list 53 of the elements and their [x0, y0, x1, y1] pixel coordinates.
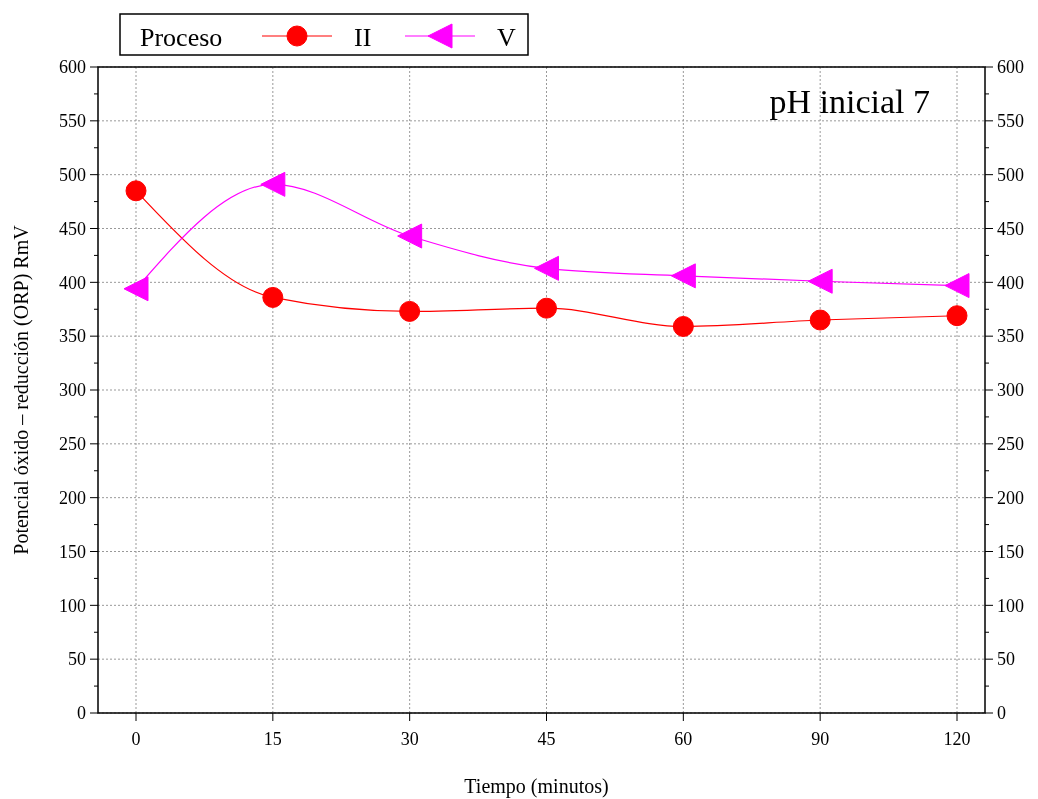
y-tick-label: 350	[59, 326, 86, 347]
point	[397, 223, 423, 249]
point	[260, 171, 286, 197]
x-axis-title: Tiempo (minutos)	[464, 775, 609, 798]
y-tick-label: 0	[77, 703, 86, 724]
y2-tick-label: 150	[997, 541, 1024, 562]
x-tick-label: 15	[263, 729, 282, 749]
point	[125, 180, 147, 202]
x-tick-label: 45	[537, 729, 556, 749]
legend-label: II	[354, 23, 372, 52]
y-tick-label: 250	[59, 434, 86, 455]
x-tick-label: 30	[400, 729, 419, 749]
y-tick-label: 200	[59, 487, 86, 508]
y2-tick-label: 100	[997, 595, 1024, 616]
annotation: pH inicial 7	[769, 83, 930, 120]
legend-title: Proceso	[140, 23, 223, 52]
y2-tick-label: 600	[997, 57, 1024, 78]
point	[807, 268, 833, 294]
point	[123, 276, 149, 302]
y2-tick-label: 550	[997, 111, 1024, 132]
x-tick-label: 90	[811, 729, 830, 749]
y-tick-label: 100	[59, 595, 86, 616]
point	[262, 286, 284, 308]
x-tick-label: 0	[131, 729, 141, 749]
y2-tick-label: 350	[997, 326, 1024, 347]
y2-tick-label: 250	[997, 434, 1024, 455]
y-tick-label: 550	[59, 111, 86, 132]
y2-tick-label: 500	[997, 164, 1024, 185]
point	[536, 297, 557, 319]
y-tick-label: 150	[59, 541, 86, 562]
y2-tick-label: 400	[997, 272, 1024, 293]
y-tick-label: 500	[59, 164, 86, 185]
y-tick-label: 400	[59, 272, 86, 293]
y-axis-title: Potencial óxido – reducción (ORP) RmV	[10, 224, 33, 555]
point	[944, 273, 970, 299]
y-tick-label: 50	[68, 649, 86, 670]
y2-tick-label: 200	[997, 487, 1024, 508]
legend-label: V	[497, 23, 516, 52]
point	[670, 263, 696, 289]
y2-tick-label: 300	[997, 380, 1024, 401]
y-tick-label: 450	[59, 218, 86, 239]
point	[399, 300, 421, 322]
point	[672, 315, 694, 337]
y-tick-label: 300	[59, 380, 86, 401]
y2-tick-label: 450	[997, 218, 1024, 239]
point	[809, 309, 831, 331]
x-tick-label: 120	[943, 729, 971, 749]
point	[534, 255, 559, 281]
y2-tick-label: 50	[997, 649, 1015, 670]
y-tick-label: 600	[59, 57, 86, 78]
x-tick-label: 60	[674, 729, 693, 749]
point	[946, 305, 968, 327]
y2-tick-label: 0	[997, 703, 1006, 724]
